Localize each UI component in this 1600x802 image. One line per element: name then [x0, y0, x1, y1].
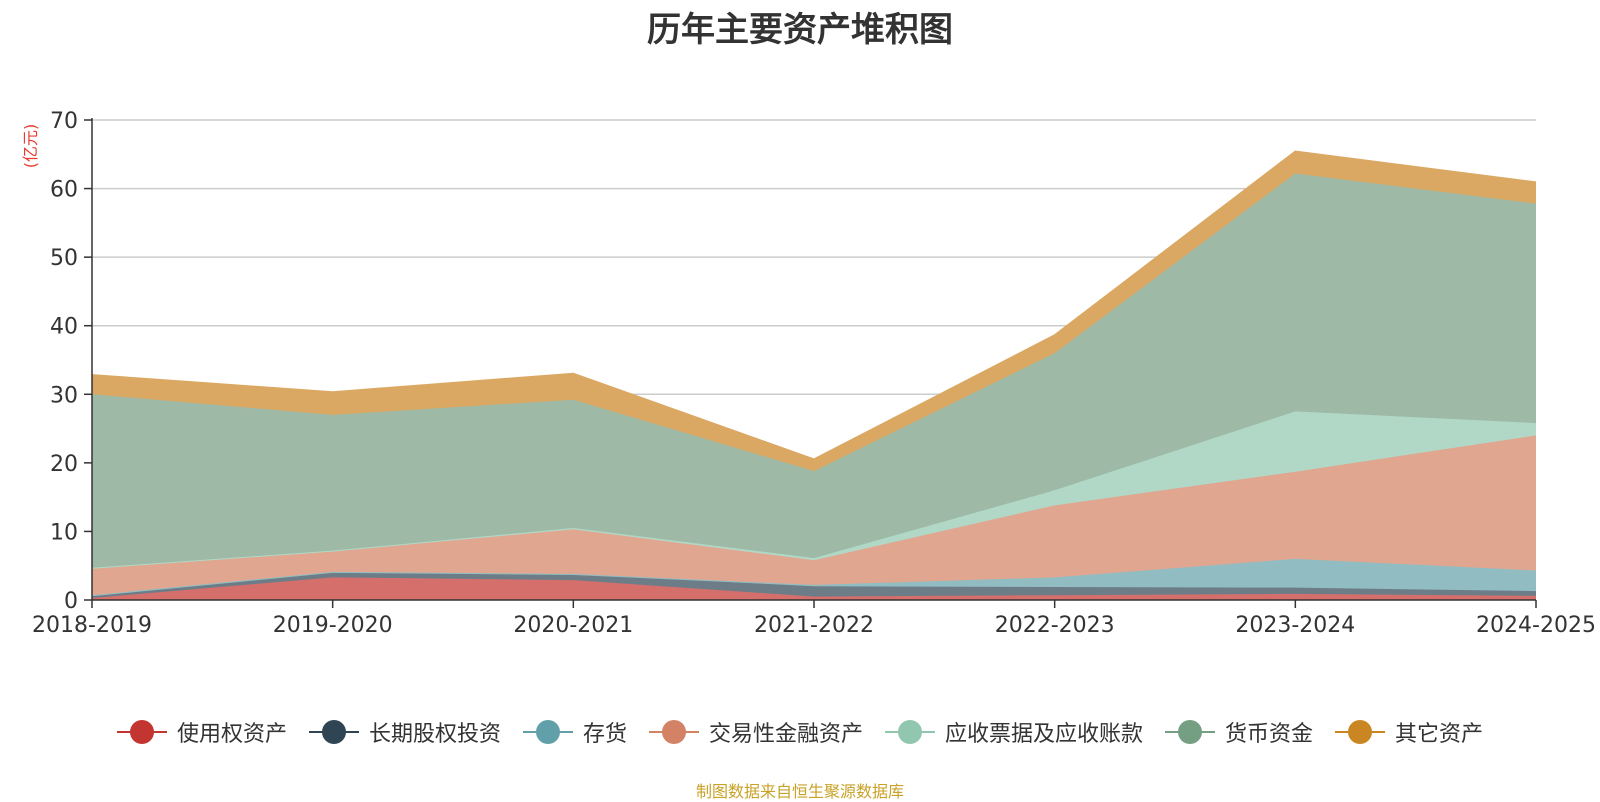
legend-item[interactable]: 交易性金融资产: [648, 716, 863, 748]
y-tick-label: 60: [50, 178, 78, 203]
y-tick-label: 40: [50, 315, 78, 340]
y-tick-label: 20: [50, 452, 78, 477]
legend-label: 应收票据及应收账款: [945, 722, 1144, 747]
legend-label: 交易性金融资产: [708, 722, 863, 747]
legend-item[interactable]: 货币资金: [1165, 716, 1313, 748]
legend-label: 货币资金: [1225, 722, 1314, 747]
x-tick-label: 2018-2019: [32, 613, 152, 638]
legend-label: 存货: [582, 722, 627, 747]
axes: 0 10 20 30 40 50 60 70 2018-2019 2019-2020 2020-20…: [32, 109, 1596, 638]
x-tick-label: 2022-2023: [995, 613, 1115, 638]
legend-item[interactable]: 应收票据及应收账款: [885, 716, 1143, 748]
legend-marker-icon: [1165, 719, 1216, 745]
area-series: [91, 150, 1537, 600]
area-5: [92, 173, 1536, 568]
y-unit-label: (亿元): [21, 124, 40, 169]
legend-item[interactable]: 长期股权投资: [308, 716, 501, 748]
legend: 使用权资产 长期股权投资 存货 交易性金融资产 应收票据及应收账款 货币资金 其它资产: [0, 716, 1600, 748]
legend-marker-icon: [885, 719, 935, 745]
legend-marker-icon: [648, 719, 699, 745]
chart-title: 历年主要资产堆积图: [647, 10, 953, 50]
x-tick-label: 2021-2022: [754, 613, 874, 638]
y-tick-label: 0: [64, 589, 78, 614]
legend-label: 其它资产: [1395, 722, 1484, 747]
x-tick-label: 2023-2024: [1235, 613, 1355, 638]
area-4: [92, 411, 1536, 569]
y-tick-label: 10: [50, 520, 78, 545]
legend-marker-icon: [308, 719, 359, 745]
area-6: [92, 151, 1536, 472]
y-tick-label: 50: [50, 246, 78, 271]
y-tick-label: 70: [50, 109, 78, 134]
x-tick-label: 2020-2021: [513, 613, 633, 638]
y-tick-label: 30: [50, 383, 78, 408]
legend-label: 长期股权投资: [368, 722, 501, 747]
legend-item[interactable]: 使用权资产: [116, 716, 287, 748]
legend-marker-icon: [522, 719, 573, 745]
legend-item[interactable]: 存货: [522, 716, 627, 748]
legend-item[interactable]: 其它资产: [1335, 716, 1483, 748]
x-tick-label: 2019-2020: [273, 613, 393, 638]
legend-marker-icon: [1335, 719, 1386, 745]
x-tick-label: 2024-2025: [1476, 613, 1596, 638]
area-3: [92, 435, 1536, 596]
area-2: [92, 558, 1536, 596]
source-note: 制图数据来自恒生聚源数据库: [695, 782, 904, 801]
area-line-6: [91, 150, 1537, 461]
legend-label: 使用权资产: [176, 722, 287, 747]
area-0: [92, 577, 1536, 600]
area-1: [92, 571, 1536, 598]
legend-marker-icon: [116, 719, 167, 745]
